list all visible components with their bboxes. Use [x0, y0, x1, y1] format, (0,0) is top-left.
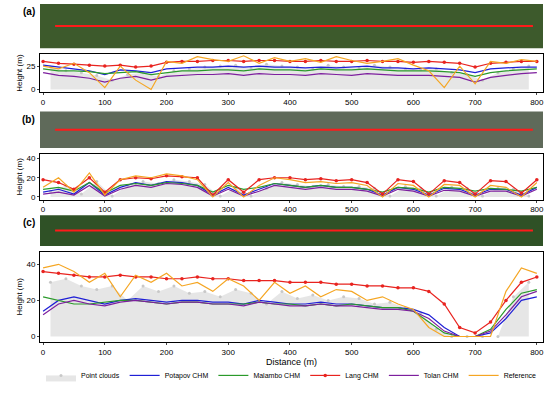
svg-text:700: 700: [468, 205, 482, 214]
svg-text:0: 0: [31, 332, 36, 341]
svg-text:Potapov CHM: Potapov CHM: [165, 372, 209, 380]
svg-text:300: 300: [222, 205, 236, 214]
svg-text:20: 20: [26, 296, 35, 305]
svg-text:0: 0: [31, 193, 36, 202]
svg-text:Lang CHM: Lang CHM: [345, 372, 379, 380]
svg-text:Reference: Reference: [504, 372, 536, 379]
svg-text:0: 0: [41, 205, 46, 214]
svg-text:0: 0: [31, 85, 36, 94]
svg-text:300: 300: [222, 348, 236, 357]
svg-text:(a): (a): [23, 6, 35, 17]
svg-text:800: 800: [530, 205, 544, 214]
svg-text:800: 800: [530, 348, 544, 357]
svg-text:Height (m): Height (m): [15, 158, 24, 196]
svg-text:Height (m): Height (m): [15, 54, 24, 92]
svg-text:Point clouds: Point clouds: [81, 372, 120, 379]
svg-text:0: 0: [41, 348, 46, 357]
svg-text:40: 40: [26, 260, 35, 269]
svg-text:20: 20: [26, 174, 35, 183]
svg-text:100: 100: [98, 98, 112, 107]
svg-text:200: 200: [160, 205, 174, 214]
svg-text:Malambo CHM: Malambo CHM: [253, 372, 300, 379]
svg-text:500: 500: [345, 348, 359, 357]
svg-text:500: 500: [345, 98, 359, 107]
svg-text:100: 100: [98, 348, 112, 357]
svg-text:400: 400: [283, 98, 297, 107]
svg-text:Height (m): Height (m): [15, 278, 24, 316]
svg-text:700: 700: [468, 98, 482, 107]
svg-text:(c): (c): [23, 217, 35, 228]
svg-text:400: 400: [283, 205, 297, 214]
svg-text:600: 600: [407, 348, 421, 357]
svg-text:Distance (m): Distance (m): [266, 357, 317, 367]
svg-text:200: 200: [160, 348, 174, 357]
svg-text:400: 400: [283, 348, 297, 357]
svg-text:600: 600: [407, 98, 421, 107]
svg-text:200: 200: [160, 98, 174, 107]
svg-text:500: 500: [345, 205, 359, 214]
svg-text:(b): (b): [22, 114, 35, 125]
svg-text:40: 40: [26, 154, 35, 163]
svg-text:Tolan CHM: Tolan CHM: [424, 372, 459, 379]
svg-text:25: 25: [26, 62, 35, 71]
svg-text:300: 300: [222, 98, 236, 107]
svg-text:800: 800: [530, 98, 544, 107]
svg-text:0: 0: [41, 98, 46, 107]
svg-text:600: 600: [407, 205, 421, 214]
svg-text:100: 100: [98, 205, 112, 214]
svg-text:700: 700: [468, 348, 482, 357]
